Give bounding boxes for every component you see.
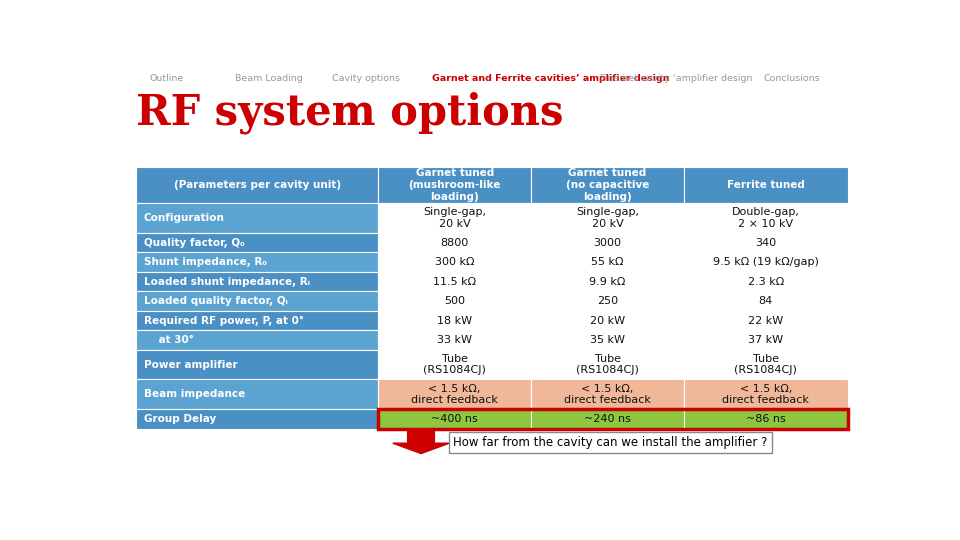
Text: 18 kW: 18 kW — [437, 315, 472, 326]
Text: 55 kΩ: 55 kΩ — [591, 257, 624, 267]
Text: < 1.5 kΩ,
direct feedback: < 1.5 kΩ, direct feedback — [411, 383, 498, 405]
Bar — [378, 409, 848, 429]
Bar — [136, 380, 378, 409]
Text: 84: 84 — [758, 296, 773, 306]
Text: Ferrite tuned: Ferrite tuned — [727, 180, 804, 190]
Bar — [136, 311, 378, 330]
Bar — [684, 167, 848, 203]
Bar — [684, 203, 848, 233]
Bar — [531, 350, 684, 380]
Bar — [684, 330, 848, 350]
Text: Single-gap,
20 kV: Single-gap, 20 kV — [576, 207, 639, 229]
Text: ~240 ns: ~240 ns — [584, 414, 631, 424]
Bar — [531, 167, 684, 203]
Bar — [684, 350, 848, 380]
Text: 500: 500 — [444, 296, 466, 306]
Text: Garnet tuned
(mushroom-like
loading): Garnet tuned (mushroom-like loading) — [408, 168, 501, 201]
Bar — [136, 203, 378, 233]
Bar — [378, 409, 531, 429]
Bar — [684, 233, 848, 253]
Text: 11.5 kΩ: 11.5 kΩ — [433, 276, 476, 287]
Text: Outline: Outline — [150, 75, 184, 83]
Text: at 30°: at 30° — [144, 335, 194, 345]
Bar — [136, 409, 378, 429]
Text: 2.3 kΩ: 2.3 kΩ — [748, 276, 784, 287]
Text: 250: 250 — [597, 296, 618, 306]
Bar — [531, 330, 684, 350]
Bar — [531, 203, 684, 233]
Bar — [378, 167, 531, 203]
Bar — [136, 272, 378, 292]
Text: ~400 ns: ~400 ns — [431, 414, 478, 424]
Bar — [531, 253, 684, 272]
Bar — [378, 311, 531, 330]
Text: Conclusions: Conclusions — [763, 75, 820, 83]
Text: Group Delay: Group Delay — [144, 414, 216, 424]
Bar — [378, 330, 531, 350]
Text: Configuration: Configuration — [144, 213, 225, 223]
Bar — [136, 292, 378, 311]
Bar — [531, 272, 684, 292]
Text: How far from the cavity can we install the amplifier ?: How far from the cavity can we install t… — [453, 436, 767, 449]
Text: 340: 340 — [756, 238, 777, 248]
Text: 9.9 kΩ: 9.9 kΩ — [589, 276, 626, 287]
Bar — [684, 311, 848, 330]
Bar — [136, 253, 378, 272]
Bar — [378, 380, 531, 409]
Text: 37 kW: 37 kW — [748, 335, 783, 345]
Text: Garnet tuned
(no capacitive
loading): Garnet tuned (no capacitive loading) — [565, 168, 649, 201]
Bar — [684, 409, 848, 429]
Bar — [136, 350, 378, 380]
Bar — [136, 233, 378, 253]
Text: Required RF power, P, at 0°: Required RF power, P, at 0° — [144, 315, 303, 326]
Bar — [531, 409, 684, 429]
Text: Cavity options: Cavity options — [332, 75, 400, 83]
Bar — [378, 350, 531, 380]
Bar — [684, 272, 848, 292]
Bar — [378, 253, 531, 272]
Text: 33 kW: 33 kW — [437, 335, 472, 345]
Text: Tube
(RS1084CJ): Tube (RS1084CJ) — [423, 354, 486, 375]
Text: 300 kΩ: 300 kΩ — [435, 257, 474, 267]
Text: Loaded quality factor, Qₗ: Loaded quality factor, Qₗ — [144, 296, 287, 306]
Text: 3000: 3000 — [593, 238, 621, 248]
Bar — [684, 292, 848, 311]
Text: < 1.5 kΩ,
direct feedback: < 1.5 kΩ, direct feedback — [722, 383, 809, 405]
Polygon shape — [393, 431, 449, 454]
Text: Single-gap,
20 kV: Single-gap, 20 kV — [423, 207, 486, 229]
Text: Garnet and Ferrite cavities’ amplifier design: Garnet and Ferrite cavities’ amplifier d… — [432, 75, 670, 83]
Bar — [684, 380, 848, 409]
Text: 9.5 kΩ (19 kΩ/gap): 9.5 kΩ (19 kΩ/gap) — [713, 257, 819, 267]
Text: 35 kW: 35 kW — [590, 335, 625, 345]
Text: Power amplifier: Power amplifier — [144, 360, 237, 369]
Bar — [531, 380, 684, 409]
Text: ~86 ns: ~86 ns — [746, 414, 785, 424]
Text: Double-gap,
2 × 10 kV: Double-gap, 2 × 10 kV — [732, 207, 800, 229]
Bar — [378, 203, 531, 233]
Text: Beam Loading: Beam Loading — [235, 75, 303, 83]
Bar — [684, 253, 848, 272]
Text: Loaded shunt impedance, Rₗ: Loaded shunt impedance, Rₗ — [144, 276, 310, 287]
Text: RF system options: RF system options — [136, 92, 564, 134]
Text: Quality factor, Q₀: Quality factor, Q₀ — [144, 238, 244, 248]
Bar — [531, 233, 684, 253]
Bar — [136, 330, 378, 350]
Text: 22 kW: 22 kW — [748, 315, 783, 326]
Bar — [378, 233, 531, 253]
Bar — [378, 272, 531, 292]
Text: Tube
(RS1084CJ): Tube (RS1084CJ) — [576, 354, 639, 375]
Text: Shunt impedance, R₀: Shunt impedance, R₀ — [144, 257, 267, 267]
Text: Tube
(RS1084CJ): Tube (RS1084CJ) — [734, 354, 797, 375]
Text: < 1.5 kΩ,
direct feedback: < 1.5 kΩ, direct feedback — [564, 383, 651, 405]
Text: Beam impedance: Beam impedance — [144, 389, 245, 399]
Text: Finemet cavity ‘amplifier design: Finemet cavity ‘amplifier design — [600, 75, 753, 83]
Text: 8800: 8800 — [441, 238, 468, 248]
Bar — [531, 292, 684, 311]
Text: (Parameters per cavity unit): (Parameters per cavity unit) — [174, 180, 341, 190]
Bar — [378, 292, 531, 311]
Bar — [136, 167, 378, 203]
Text: 20 kW: 20 kW — [590, 315, 625, 326]
Bar — [531, 311, 684, 330]
